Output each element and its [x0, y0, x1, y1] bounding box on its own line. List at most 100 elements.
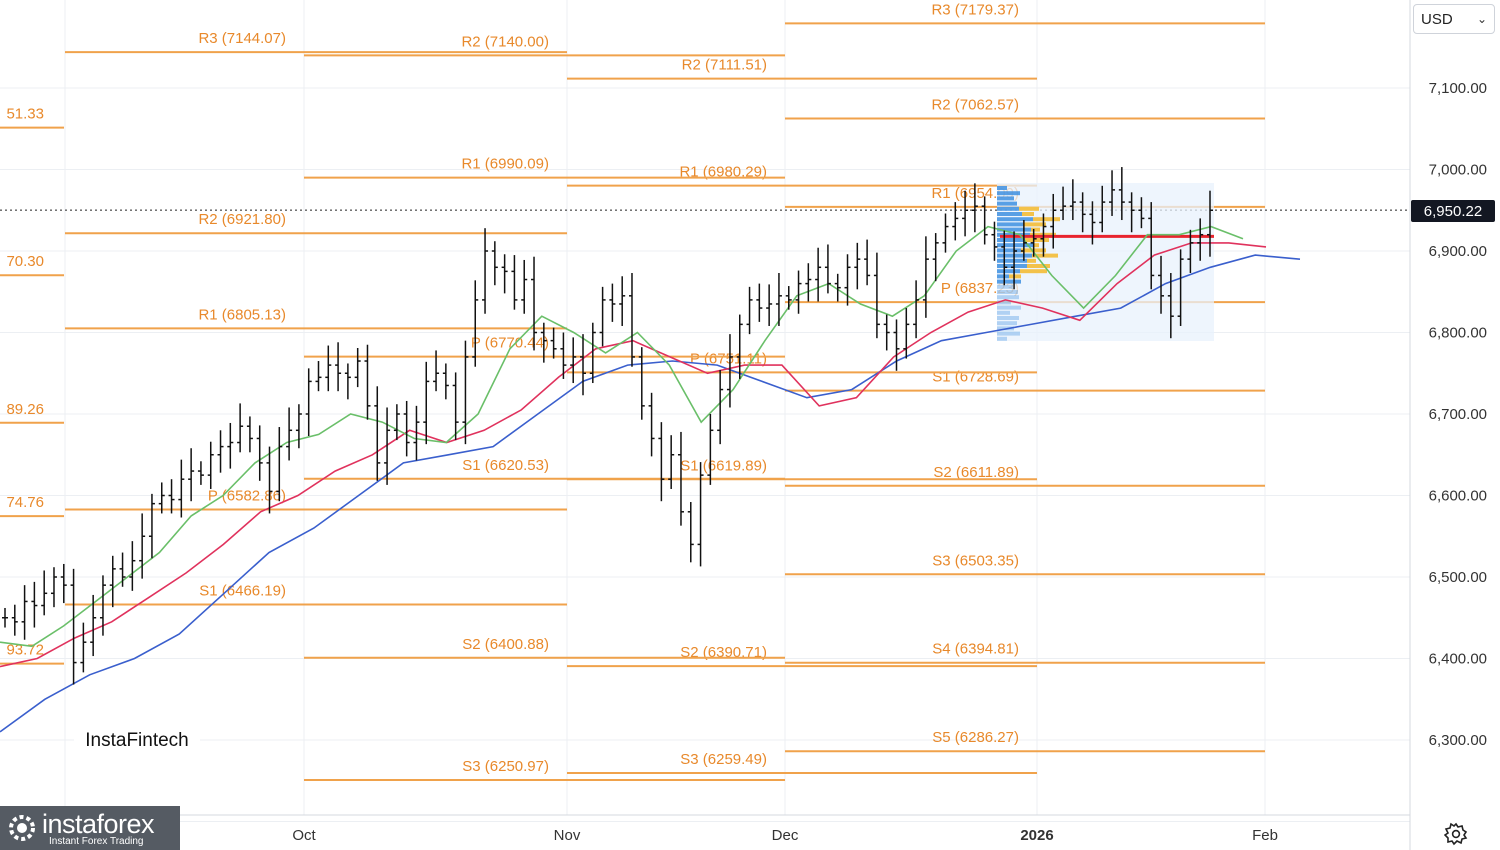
price-bar — [746, 286, 753, 335]
watermark-text: InstaFintech — [85, 730, 189, 751]
price-bar — [158, 482, 165, 514]
volume-bar-value — [1027, 264, 1050, 268]
price-bar — [854, 242, 861, 290]
volume-bar — [997, 217, 1033, 222]
price-bar — [952, 202, 959, 241]
price-bar — [1040, 213, 1047, 257]
volume-bar — [997, 295, 1019, 300]
time-tick-label: Nov — [554, 827, 581, 844]
volume-bar-value — [1032, 253, 1058, 258]
pivot-label: P (6751.11) — [690, 350, 767, 367]
volume-bar-value — [1025, 238, 1049, 242]
volume-bar — [997, 238, 1025, 242]
price-bar — [31, 581, 38, 628]
pivot-label: S2 (6611.89) — [933, 464, 1019, 481]
price-bar — [266, 446, 273, 514]
price-bar — [638, 347, 645, 420]
price-bar — [1167, 273, 1174, 339]
price-bar — [129, 541, 136, 591]
price-bar — [11, 604, 18, 636]
price-bar — [109, 555, 116, 608]
price-bar — [815, 247, 822, 302]
price-bar — [374, 386, 381, 481]
price-bar — [1060, 186, 1067, 221]
price-bar — [531, 256, 538, 351]
price-bar — [540, 322, 547, 363]
volume-bar — [997, 222, 1023, 227]
moving-averages — [0, 225, 1301, 733]
volume-bar — [997, 243, 1033, 248]
brand-tagline: Instant Forex Trading — [49, 836, 144, 847]
price-bar — [991, 221, 998, 261]
price-bar — [609, 283, 616, 322]
price-bar — [41, 570, 48, 616]
volume-bar-value — [1023, 222, 1046, 227]
price-bar — [971, 183, 978, 233]
pivot-label: S5 (6286.27) — [932, 729, 1019, 746]
pivot-label: S3 (6503.35) — [932, 552, 1019, 569]
volume-bar — [997, 305, 1021, 310]
price-bar — [677, 431, 684, 526]
chevron-down-icon: ⌄ — [1476, 12, 1487, 26]
price-bar — [726, 334, 733, 408]
price-bar — [305, 368, 312, 437]
price-bar — [90, 594, 97, 657]
price-bar — [168, 479, 175, 514]
price-bar — [442, 363, 449, 400]
volume-bar — [997, 310, 1010, 315]
pivot-label: S1 (6728.69) — [932, 369, 1019, 386]
price-bar — [335, 342, 342, 392]
price-bar — [344, 363, 351, 400]
price-bar — [658, 422, 665, 502]
currency-select[interactable]: USD ⌄ — [1413, 4, 1495, 34]
price-bar — [1158, 255, 1165, 314]
price-bar — [491, 241, 498, 286]
price-bar — [1011, 231, 1018, 290]
time-tick-label: Dec — [772, 827, 799, 844]
pivot-label: S2 (6400.88) — [462, 636, 549, 653]
chart-grid — [0, 0, 1411, 850]
price-bar — [1177, 249, 1184, 326]
volume-bar — [997, 196, 1014, 201]
price-bar — [913, 280, 920, 339]
price-bar — [785, 286, 792, 310]
price-tick-label: 6,500.00 — [1429, 569, 1487, 586]
price-bar — [903, 308, 910, 359]
volume-bar — [997, 227, 1031, 232]
price-bar — [70, 568, 77, 685]
price-bar — [1099, 185, 1106, 233]
price-bar — [403, 400, 410, 457]
pivot-label: 70.30 — [6, 253, 44, 270]
price-bar — [256, 425, 263, 481]
price-bar — [570, 337, 577, 384]
pivot-label: S1 (6619.89) — [680, 457, 767, 474]
brand-name: instaforex — [42, 809, 155, 839]
volume-bar — [997, 186, 1007, 190]
pivot-levels: 51.33 70.30 89.26 74.76 93.72 R3 (7144.07) R2 … — [0, 1, 1410, 781]
price-bar — [580, 334, 587, 396]
price-bar — [60, 563, 67, 604]
price-bar — [1187, 229, 1194, 274]
ma-fast-line — [0, 225, 1244, 648]
price-tick-label: 6,300.00 — [1429, 732, 1487, 749]
volume-bar-value — [1031, 227, 1040, 232]
price-bar — [962, 190, 969, 237]
price-axis: 6,300.00 6,400.00 6,500.00 6,600.00 6,700.00… — [1429, 80, 1487, 749]
price-tick-label: 6,800.00 — [1429, 325, 1487, 342]
price-bar — [981, 196, 988, 245]
volume-bar — [997, 284, 1013, 289]
price-bar — [824, 244, 831, 294]
price-bar — [942, 213, 949, 253]
price-bar — [697, 462, 704, 567]
price-bar — [511, 255, 518, 310]
gear-icon[interactable] — [1444, 822, 1468, 846]
price-bar — [364, 344, 371, 420]
volume-bar — [997, 336, 1007, 341]
price-bar — [2, 607, 8, 628]
price-tick-label: 7,000.00 — [1429, 162, 1487, 179]
price-bar — [628, 273, 635, 367]
price-bar — [883, 314, 890, 351]
price-tick-label: 6,400.00 — [1429, 651, 1487, 668]
price-bar — [462, 340, 469, 445]
